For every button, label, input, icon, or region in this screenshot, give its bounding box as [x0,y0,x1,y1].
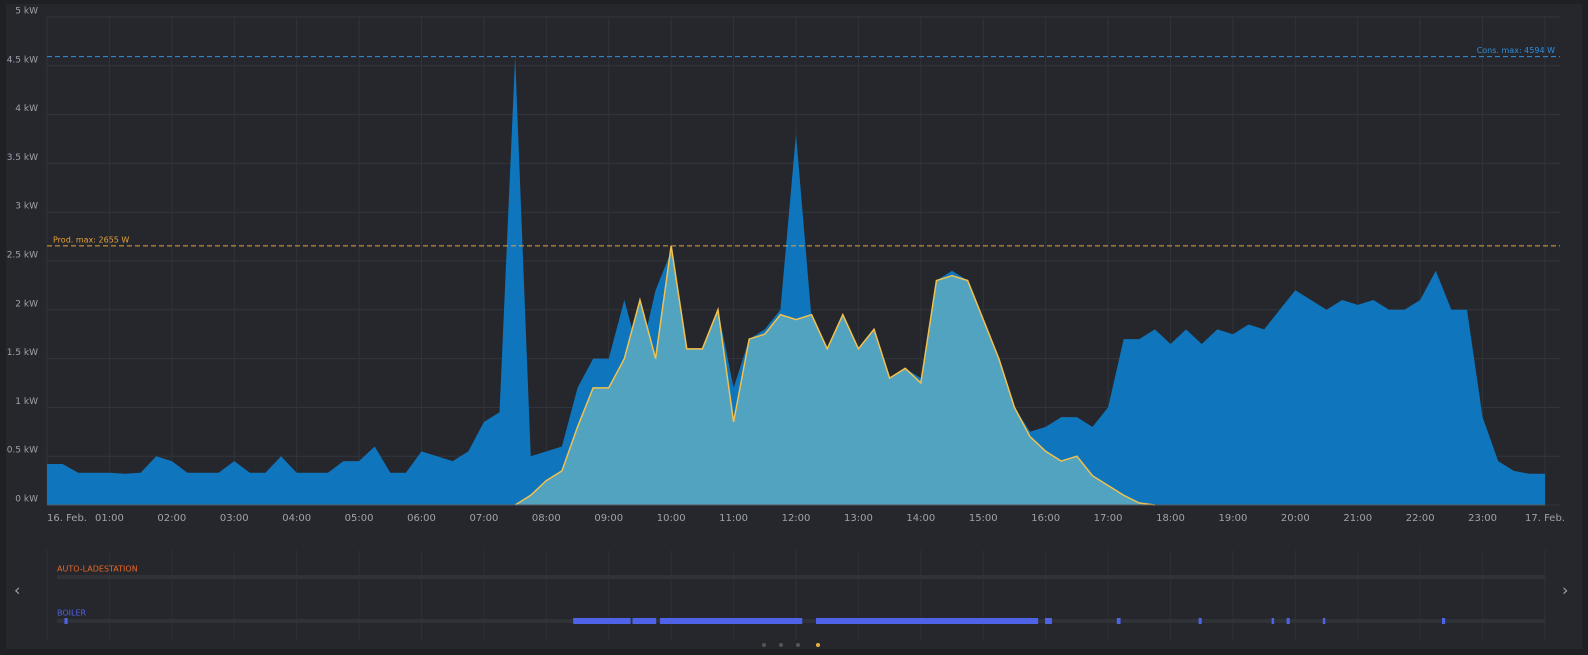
x-tick-label: 19:00 [1219,513,1248,524]
x-tick-label: 10:00 [657,513,686,524]
timeline-segment [1442,618,1446,624]
timeline-segment [1286,618,1290,624]
x-tick-label: 15:00 [969,513,998,524]
x-tick-label: 22:00 [1406,513,1435,524]
page-dot[interactable] [796,643,800,647]
y-tick-label: 2 kW [15,299,38,309]
timeline-label: AUTO-LADESTATION [57,565,138,574]
x-tick-label: 08:00 [532,513,561,524]
area [515,245,1155,505]
y-tick-label: 2.5 kW [7,251,38,261]
x-tick-label: 06:00 [407,513,436,524]
x-tick-label: 16:00 [1031,513,1060,524]
x-tick-label: 20:00 [1281,513,1310,524]
y-tick-label: 1.5 kW [7,348,38,358]
timeline-segment [573,618,631,624]
timeline-segment [1322,618,1326,624]
x-tick-label: 03:00 [220,513,249,524]
y-tick-label: 5 kW [15,7,38,17]
timeline-segment [1116,618,1121,624]
x-tick-label: 12:00 [782,513,811,524]
x-tick-label: 09:00 [594,513,623,524]
y-tick-label: 4 kW [15,104,38,114]
timeline-segment [1271,618,1275,624]
x-tick-label: 21:00 [1343,513,1372,524]
timeline-segment [659,618,803,624]
timeline-segment [1198,618,1202,624]
area-line [514,245,1155,506]
y-tick-label: 0 kW [15,495,38,505]
x-tick-label: 18:00 [1156,513,1185,524]
timeline-segment [815,618,1039,624]
page-dot[interactable] [779,643,783,647]
y-tick-label: 3 kW [15,202,38,212]
y-tick-label: 3.5 kW [7,153,38,163]
nav-prev[interactable]: ‹ [14,581,20,600]
page-dot[interactable] [816,643,820,647]
x-tick-label: 14:00 [906,513,935,524]
timeline-segment [64,618,68,624]
x-tick-label: 05:00 [345,513,374,524]
area [47,56,1545,505]
timeline-segment [632,618,657,624]
x-tick-label: 16. Feb. [47,513,87,524]
x-tick-label: 23:00 [1468,513,1497,524]
timeline-segment [1045,618,1052,624]
x-tick-label: 07:00 [470,513,499,524]
page-dot[interactable] [762,643,766,647]
x-tick-label: 17. Feb. [1525,513,1565,524]
x-tick-label: 02:00 [157,513,186,524]
max-label: Prod. max: 2655 W [53,235,129,244]
timeline-label: BOILER [57,609,87,618]
y-tick-label: 4.5 kW [7,55,38,65]
x-tick-label: 01:00 [95,513,124,524]
nav-next[interactable]: › [1562,581,1568,600]
timeline-track [57,575,1545,579]
max-label: Cons. max: 4594 W [1477,46,1555,55]
y-tick-label: 0.5 kW [7,446,38,456]
x-tick-label: 17:00 [1094,513,1123,524]
x-tick-label: 04:00 [282,513,311,524]
y-tick-label: 1 kW [15,397,38,407]
x-tick-label: 13:00 [844,513,873,524]
x-tick-label: 11:00 [719,513,748,524]
